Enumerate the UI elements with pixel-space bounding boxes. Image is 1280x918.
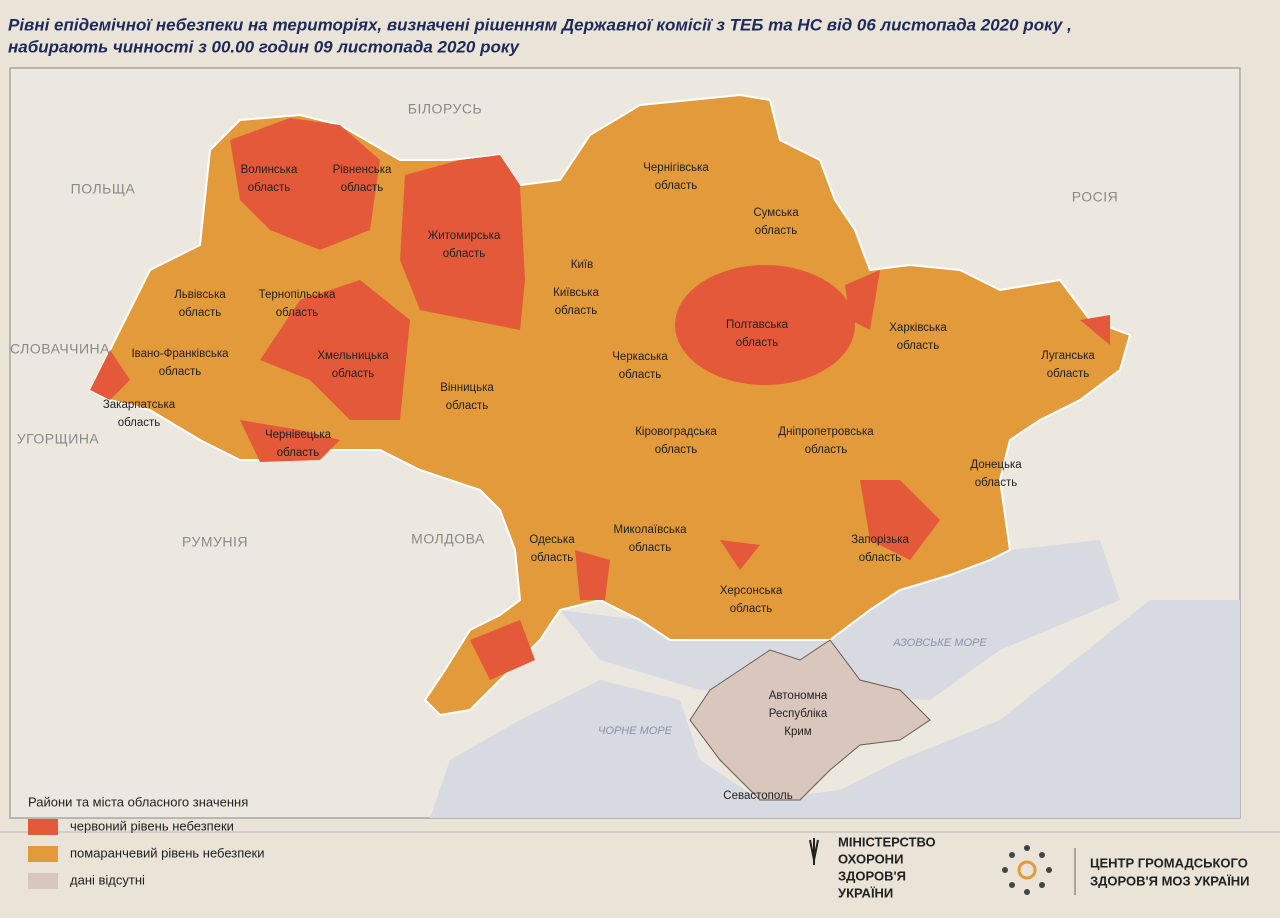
country-label: МОЛДОВА [411, 531, 485, 547]
region-label: Харківська [889, 322, 947, 334]
region-label: Волинська [241, 164, 298, 176]
region-label: область [755, 225, 798, 237]
region-label: Хмельницька [317, 350, 389, 362]
ministry-text: УКРАЇНИ [838, 885, 893, 900]
country-label: УГОРЩИНА [17, 431, 100, 447]
title-line: набирають чинності з 00.00 годин 09 лист… [8, 37, 521, 56]
title-line: Рівні епідемічної небезпеки на територія… [8, 15, 1072, 34]
region-label: Одеська [529, 534, 575, 546]
region-label: область [736, 337, 779, 349]
center-text: ЦЕНТР ГРОМАДСЬКОГО [1090, 855, 1248, 870]
region-label: область [277, 447, 320, 459]
region-label: Миколаївська [613, 524, 687, 536]
region-label: Чернівецька [265, 429, 332, 441]
region-label: область [897, 340, 940, 352]
legend-label: дані відсутні [70, 872, 145, 887]
legend-swatch [28, 819, 58, 835]
sea-label: ЧОРНЕ МОРЕ [598, 725, 673, 737]
region-label: область [276, 307, 319, 319]
country-label: РУМУНІЯ [182, 534, 248, 550]
region-label: Житомирська [428, 230, 501, 242]
region-label: Тернопільська [259, 289, 336, 301]
region-label: Рівненська [333, 164, 392, 176]
region-label: область [118, 417, 161, 429]
country-label: РОСІЯ [1072, 189, 1119, 205]
center-text: ЗДОРОВ'Я МОЗ УКРАЇНИ [1090, 873, 1250, 888]
region-label: область [619, 369, 662, 381]
region-label: Автономна [769, 690, 828, 702]
crimea-no-data [689, 639, 931, 801]
region-label: Черкаська [612, 351, 668, 363]
region-label: Київ [571, 259, 593, 271]
region-label: область [531, 552, 574, 564]
region-label: область [248, 182, 291, 194]
center-icon [1002, 845, 1052, 895]
region-label: область [446, 400, 489, 412]
region-label: область [443, 248, 486, 260]
region-label: область [805, 444, 848, 456]
region-label: Донецька [970, 459, 1022, 471]
legend-label: червоний рівень небезпеки [70, 818, 234, 833]
region-label: область [341, 182, 384, 194]
country-label: СЛОВАЧЧИНА [10, 341, 110, 357]
region-label: область [975, 477, 1018, 489]
legend-swatch [28, 846, 58, 862]
legend-title: Райони та міста обласного значення [28, 794, 248, 809]
region-label: Чернігівська [643, 162, 709, 174]
region-label: Закарпатська [103, 399, 176, 411]
region-label: область [159, 366, 202, 378]
region-label: область [655, 180, 698, 192]
ministry-text: ОХОРОНИ [838, 851, 903, 866]
region-label: область [730, 603, 773, 615]
region-label: Севастополь [723, 790, 792, 802]
region-label: Сумська [753, 207, 799, 219]
ministry-text: ЗДОРОВ'Я [838, 868, 906, 883]
region-label: Кіровоградська [635, 426, 717, 438]
legend-swatch [28, 873, 58, 889]
region-label: область [1047, 368, 1090, 380]
region-label: область [555, 305, 598, 317]
country-label: БІЛОРУСЬ [408, 101, 482, 117]
red-districts [90, 118, 1110, 680]
region-label: область [332, 368, 375, 380]
ministry-text: МІНІСТЕРСТВО [838, 834, 936, 849]
country-label: ПОЛЬЩА [71, 181, 136, 197]
region-label: Херсонська [720, 585, 783, 597]
region-label: Запорізька [851, 534, 909, 546]
region-label: область [655, 444, 698, 456]
region-label: область [179, 307, 222, 319]
region-label: Республіка [769, 708, 828, 720]
region-label: Івано-Франківська [131, 348, 229, 360]
region-label: Крим [784, 726, 812, 738]
region-label: Київська [553, 287, 599, 299]
region-label: Львівська [174, 289, 226, 301]
region-label: Полтавська [726, 319, 789, 331]
region-label: Дніпропетровська [778, 426, 874, 438]
ukraine-orange [88, 93, 1132, 717]
legend-label: помаранчевий рівень небезпеки [70, 845, 264, 860]
region-label: Луганська [1041, 350, 1095, 362]
trident-icon [809, 838, 819, 865]
sea-label: АЗОВСЬКЕ МОРЕ [892, 637, 987, 649]
region-label: область [859, 552, 902, 564]
region-label: Вінницька [440, 382, 494, 394]
region-label: область [629, 542, 672, 554]
